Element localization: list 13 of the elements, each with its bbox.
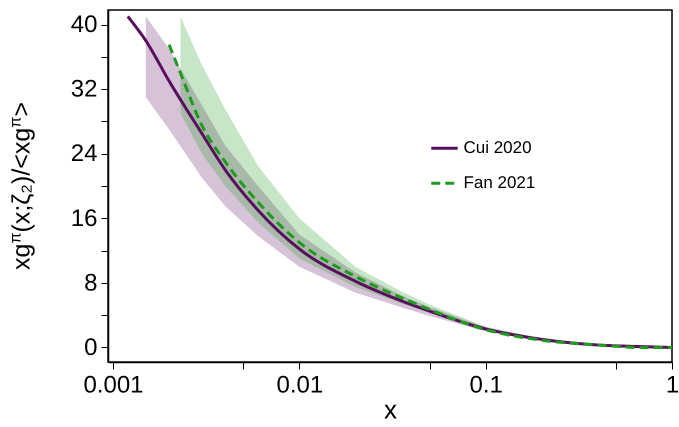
y-tick-label: 8 <box>84 269 98 296</box>
y-tick-label: 0 <box>84 334 98 361</box>
x-tick-label: 1 <box>666 372 679 398</box>
x-tick-label: 0.01 <box>276 372 324 398</box>
y-tick-label: 16 <box>70 204 98 232</box>
x-tick-label: 0.001 <box>83 372 144 398</box>
legend-label: Cui 2020 <box>463 138 532 158</box>
y-tick-label: 40 <box>70 11 98 38</box>
x-axis-title: x <box>384 394 397 424</box>
legend-label: Fan 2021 <box>463 173 536 192</box>
x-tick-label: 0.1 <box>469 372 503 398</box>
y-tick-label: 24 <box>70 140 98 168</box>
y-tick-label: 32 <box>70 76 98 103</box>
